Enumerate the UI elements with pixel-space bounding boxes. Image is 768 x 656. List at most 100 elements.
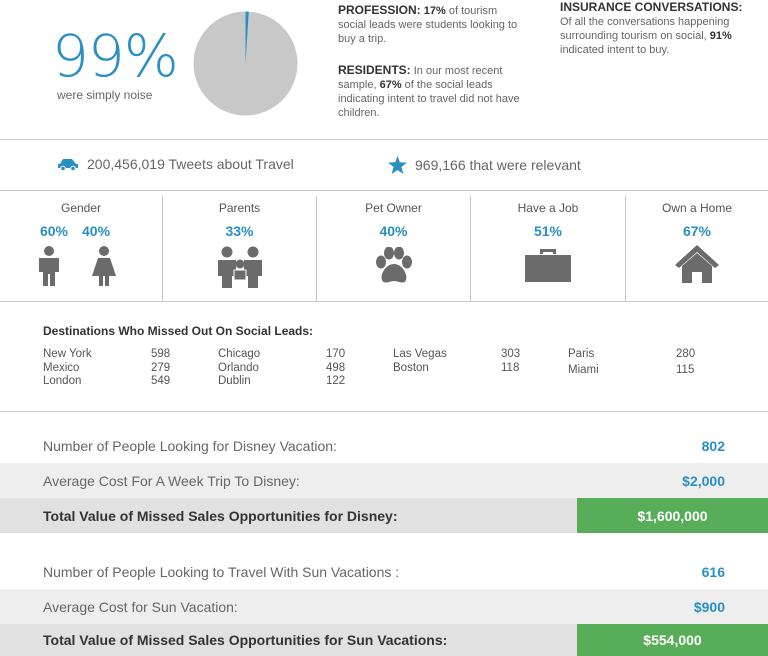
- city-count: 280: [676, 348, 696, 360]
- divider: [0, 139, 768, 140]
- tweets-total: 200,456,019 Tweets about Travel: [57, 156, 294, 172]
- insurance-text-b: indicated intent to buy.: [560, 44, 670, 56]
- demo-pet: Pet Owner 40%: [317, 196, 470, 301]
- demo-pet-value: 40%: [379, 223, 408, 239]
- dest-group-2: Chicago 170 Orlando 498 Dublin 122: [218, 348, 348, 389]
- sun-total-row: Total Value of Missed Sales Opportunitie…: [0, 624, 768, 656]
- demo-job: Have a Job 51%: [471, 196, 625, 301]
- list-item: Boston 118: [393, 362, 523, 376]
- demo-job-label: Have a Job: [517, 201, 579, 215]
- list-item: Las Vegas 303: [393, 348, 523, 362]
- list-item: Orlando 498: [218, 362, 348, 376]
- sun-people-row: Number of People Looking to Travel With …: [0, 554, 768, 589]
- noise-label: were simply noise: [57, 88, 153, 102]
- divider: [0, 411, 768, 412]
- demo-gender-label: Gender: [60, 201, 102, 215]
- destinations-title: Destinations Who Missed Out On Social Le…: [43, 324, 314, 338]
- column-separator: [316, 196, 317, 301]
- demo-gender: Gender 60% 40%: [0, 196, 162, 301]
- sun-total-label: Total Value of Missed Sales Opportunitie…: [43, 632, 448, 648]
- tweets-total-text: 200,456,019 Tweets about Travel: [87, 156, 294, 172]
- disney-people-row: Number of People Looking for Disney Vaca…: [0, 428, 768, 463]
- star-icon: [388, 156, 407, 174]
- disney-cost-label: Average Cost For A Week Trip To Disney:: [43, 472, 300, 489]
- demo-home-label: Own a Home: [661, 201, 733, 215]
- city-name: Dublin: [218, 375, 251, 387]
- residents-text-a: In our most recent sample,: [338, 65, 503, 91]
- list-item: London 549: [43, 375, 173, 389]
- disney-total-value: $1,600,000: [577, 498, 768, 533]
- city-count: 115: [676, 363, 695, 376]
- column-separator: [470, 196, 471, 301]
- city-count: 279: [151, 361, 171, 374]
- sun-cost-value: $900: [693, 598, 725, 615]
- sun-cost-row: Average Cost for Sun Vacation: $900: [0, 589, 768, 624]
- insurance-block: INSURANCE CONVERSATIONS: Of all the conv…: [560, 0, 745, 57]
- sun-cost-label: Average Cost for Sun Vacation:: [43, 598, 238, 615]
- profession-text: of tourism social leads were students lo…: [338, 5, 518, 45]
- divider: [0, 190, 768, 191]
- list-item: Mexico 279: [43, 362, 173, 376]
- city-name: New York: [43, 348, 92, 360]
- sun-people-value: 616: [701, 563, 725, 580]
- list-item: Chicago 170: [218, 348, 348, 362]
- demo-home-value: 67%: [682, 223, 712, 239]
- city-name: Paris: [568, 348, 595, 360]
- city-name: Las Vegas: [393, 348, 447, 360]
- demo-parents: Parents 33%: [163, 196, 316, 301]
- city-count: 118: [501, 361, 520, 374]
- noise-pie-chart: [193, 11, 298, 116]
- city-count: 549: [151, 375, 171, 387]
- noise-percent: 99%: [52, 22, 179, 90]
- demo-gender-values: 60% 40%: [0, 223, 162, 239]
- list-item: Dublin 122: [218, 375, 348, 389]
- column-separator: [625, 196, 626, 301]
- dest-group-4: Paris 280 Miami 115: [568, 348, 698, 377]
- residents-title: RESIDENTS:: [338, 63, 411, 77]
- city-name: Chicago: [218, 348, 261, 360]
- city-count: 598: [151, 348, 171, 360]
- insurance-text-a: Of all the conversations happening surro…: [560, 16, 730, 42]
- list-item: Miami 115: [568, 364, 698, 378]
- disney-total-row: Total Value of Missed Sales Opportunitie…: [0, 498, 768, 533]
- residents-block: RESIDENTS: In our most recent sample, 67…: [338, 63, 528, 120]
- house-icon: [675, 245, 719, 283]
- woman-icon: [92, 246, 116, 286]
- disney-cost-row: Average Cost For A Week Trip To Disney: …: [0, 463, 768, 498]
- dest-group-3: Las Vegas 303 Boston 118: [393, 348, 523, 375]
- city-count: 122: [326, 375, 346, 387]
- male-pct: 60%: [39, 223, 68, 239]
- briefcase-icon: [525, 249, 571, 282]
- disney-people-label: Number of People Looking for Disney Vaca…: [43, 437, 337, 454]
- tweets-relevant-text: 969,166 that were relevant: [415, 157, 581, 173]
- disney-cost-value: $2,000: [682, 472, 725, 489]
- residents-pct: 67%: [379, 79, 402, 91]
- city-count: 170: [326, 348, 346, 360]
- tweets-relevant: 969,166 that were relevant: [388, 156, 581, 174]
- car-icon: [58, 159, 78, 171]
- city-name: Mexico: [43, 361, 80, 374]
- sun-people-label: Number of People Looking to Travel With …: [43, 563, 400, 580]
- city-name: Boston: [393, 361, 429, 374]
- family-icon: [217, 246, 262, 288]
- city-name: Orlando: [218, 361, 259, 374]
- profession-block: PROFESSION: 17% of tourism social leads …: [338, 3, 528, 46]
- profession-pct: 17%: [423, 5, 446, 17]
- demo-parents-value: 33%: [225, 223, 254, 239]
- insurance-pct: 91%: [709, 30, 732, 42]
- city-name: London: [43, 375, 82, 387]
- female-pct: 40%: [82, 223, 111, 239]
- demo-pet-label: Pet Owner: [365, 201, 422, 215]
- column-separator: [162, 196, 163, 301]
- demo-job-value: 51%: [533, 223, 563, 239]
- city-count: 303: [501, 348, 521, 360]
- demo-parents-label: Parents: [218, 201, 261, 215]
- insurance-title: INSURANCE CONVERSATIONS:: [560, 0, 743, 14]
- list-item: New York 598: [43, 348, 173, 362]
- list-item: Paris 280: [568, 348, 698, 362]
- paw-icon: [375, 246, 412, 283]
- city-name: Miami: [568, 363, 599, 376]
- disney-people-value: 802: [701, 437, 725, 454]
- disney-total-label: Total Value of Missed Sales Opportunitie…: [43, 507, 398, 524]
- dest-group-1: New York 598 Mexico 279 London 549: [43, 348, 173, 389]
